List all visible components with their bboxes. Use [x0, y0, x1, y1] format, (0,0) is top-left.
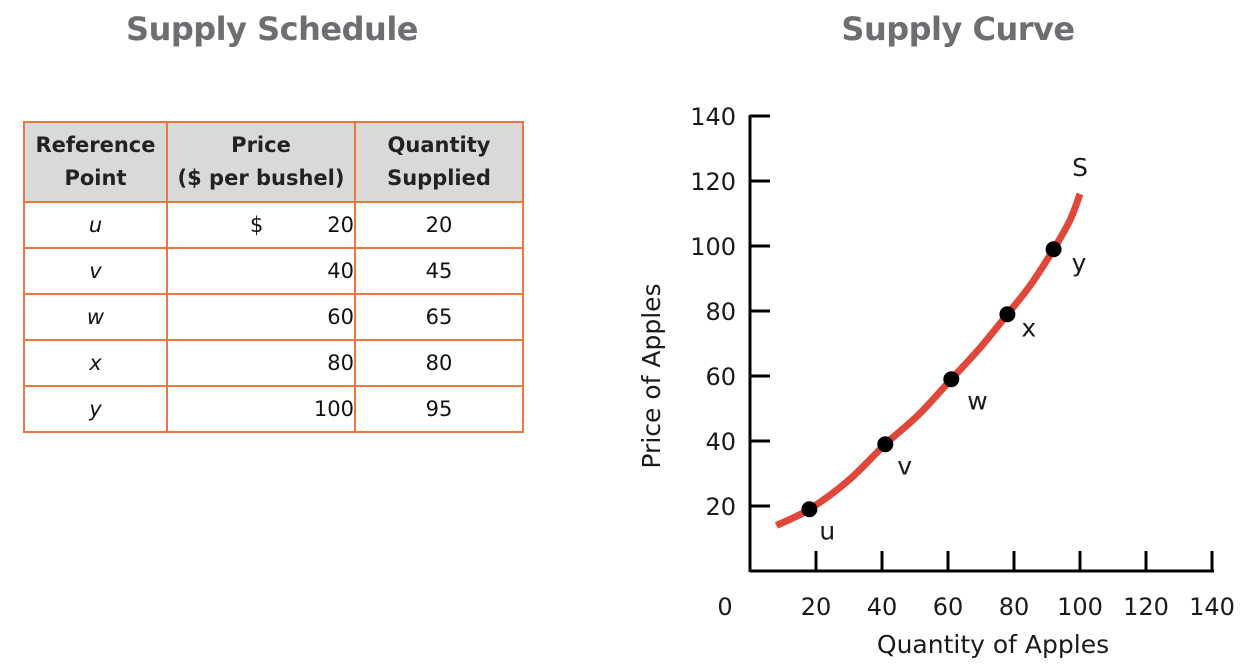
data-point-v — [877, 436, 894, 453]
x-tick-label: 0 — [717, 593, 732, 621]
y-tick-label: 20 — [705, 493, 736, 521]
table-header-row: Reference Point Price ($ per bushel) Qua… — [23, 121, 524, 203]
data-point-y — [1045, 241, 1062, 258]
cell-quantity: 95 — [354, 385, 524, 433]
point-label-u: u — [819, 516, 835, 545]
cell-price: 60 — [166, 293, 356, 341]
header-text: Point — [64, 166, 127, 190]
y-axis-title: Price of Apples — [637, 283, 666, 468]
table-row: y 100 95 — [23, 385, 524, 433]
point-label-x: x — [1021, 313, 1036, 342]
table-row: u $20 20 — [23, 201, 524, 249]
cell-reference: x — [23, 339, 168, 387]
cell-reference: v — [23, 247, 168, 295]
x-tick-label: 20 — [801, 593, 832, 621]
header-text: Price — [231, 133, 291, 157]
cell-price: 80 — [166, 339, 356, 387]
cell-price: 100 — [166, 385, 356, 433]
point-label-v: v — [897, 451, 912, 480]
cell-quantity: 80 — [354, 339, 524, 387]
supply-curve-chart: 20 40 60 80 100 120 140 0 20 40 60 80 100 120 140 Quant… — [637, 103, 1235, 659]
x-tick-label: 40 — [867, 593, 898, 621]
cell-reference: u — [23, 201, 168, 249]
supply-schedule-table: Reference Point Price ($ per bushel) Qua… — [23, 121, 524, 433]
series-label-s: S — [1072, 153, 1088, 182]
x-tick-label: 60 — [933, 593, 964, 621]
cell-quantity: 45 — [354, 247, 524, 295]
y-tick-label: 40 — [705, 428, 736, 456]
x-tick-label: 80 — [999, 593, 1030, 621]
table-row: x 80 80 — [23, 339, 524, 387]
table-title: Supply Schedule — [126, 10, 418, 48]
y-tick-label: 100 — [690, 233, 736, 261]
x-tick-label: 140 — [1189, 593, 1235, 621]
table-row: w 60 65 — [23, 293, 524, 341]
point-label-w: w — [967, 386, 987, 415]
cell-price: 40 — [166, 247, 356, 295]
data-point-x — [999, 306, 1016, 323]
header-text: Quantity — [387, 133, 491, 157]
header-quantity-supplied: Quantity Supplied — [354, 121, 524, 203]
y-tick-label: 120 — [690, 168, 736, 196]
cell-quantity: 65 — [354, 293, 524, 341]
cell-reference: y — [23, 385, 168, 433]
cell-quantity: 20 — [354, 201, 524, 249]
y-tick-label: 80 — [705, 298, 736, 326]
header-text: Reference — [35, 133, 156, 157]
point-label-y: y — [1072, 248, 1087, 277]
data-point-w — [943, 371, 960, 388]
y-tick-label: 60 — [705, 363, 736, 391]
chart-title: Supply Curve — [841, 10, 1075, 48]
price-value: 20 — [327, 213, 354, 237]
x-axis-title: Quantity of Apples — [877, 630, 1109, 659]
table-row: v 40 45 — [23, 247, 524, 295]
data-point-u — [801, 501, 818, 518]
cell-price: $20 — [166, 201, 356, 249]
currency-symbol: $ — [250, 213, 264, 237]
header-price: Price ($ per bushel) — [166, 121, 356, 203]
header-text: Supplied — [387, 166, 491, 190]
header-text: ($ per bushel) — [177, 166, 345, 190]
y-tick-label: 140 — [690, 103, 736, 131]
header-reference-point: Reference Point — [23, 121, 168, 203]
supply-curve-line — [774, 192, 1084, 529]
cell-reference: w — [23, 293, 168, 341]
x-tick-label: 120 — [1123, 593, 1169, 621]
x-tick-label: 100 — [1057, 593, 1103, 621]
